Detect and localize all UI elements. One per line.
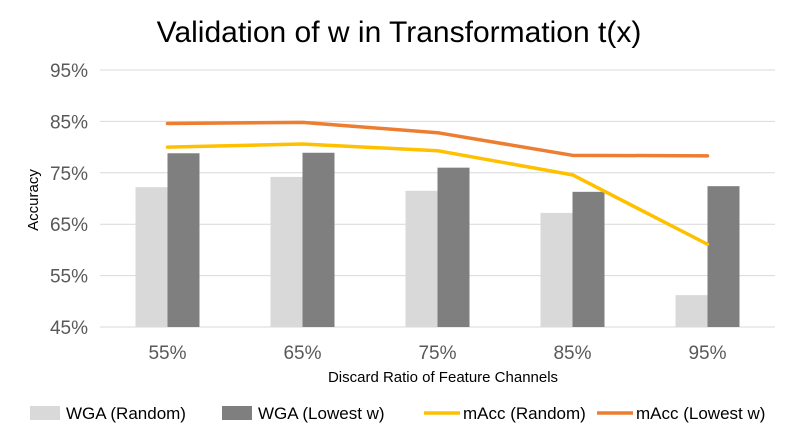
bars [135, 152, 740, 327]
bar-wga-lowest-w [707, 186, 740, 327]
legend-swatch [30, 406, 60, 420]
bar-wga-lowest-w [302, 152, 335, 327]
x-tick-label: 65% [283, 343, 321, 364]
legend-label: mAcc (Lowest w) [636, 404, 765, 423]
x-tick-label: 75% [418, 343, 456, 364]
bar-wga-random [270, 176, 303, 327]
y-axis-label: Accuracy [25, 169, 42, 231]
legend-item-macc-lowest-w: mAcc (Lowest w) [597, 404, 765, 423]
bar-wga-lowest-w [167, 153, 200, 327]
legend-label: WGA (Random) [66, 404, 186, 423]
legend: WGA (Random) WGA (Lowest w) mAcc (Random) m… [30, 404, 765, 423]
lines [165, 120, 710, 246]
bar-wga-random [675, 295, 708, 327]
chart-title: Validation of w in Transformation t(x) [157, 16, 642, 49]
y-tick-label: 65% [50, 215, 88, 236]
y-tick-label: 95% [50, 61, 88, 82]
legend-swatch [222, 406, 252, 420]
y-axis-ticks: 45% 55% 65% 75% 85% 95% [50, 61, 88, 339]
line-macc-lowest-w [165, 120, 710, 158]
bar-wga-random [540, 212, 573, 327]
x-tick-label: 85% [553, 343, 591, 364]
x-tick-label: 55% [148, 343, 186, 364]
legend-item-wga-random: WGA (Random) [30, 404, 186, 423]
y-tick-label: 55% [50, 267, 88, 288]
bar-wga-random [405, 190, 438, 327]
x-tick-label: 95% [688, 343, 726, 364]
legend-label: WGA (Lowest w) [258, 404, 385, 423]
line-macc-random [165, 142, 710, 246]
legend-label: mAcc (Random) [463, 404, 586, 423]
x-axis-label: Discard Ratio of Feature Channels [328, 369, 558, 386]
bar-wga-lowest-w [437, 167, 470, 327]
bar-wga-random [135, 187, 168, 327]
y-tick-label: 45% [50, 318, 88, 339]
y-tick-label: 85% [50, 112, 88, 133]
legend-item-wga-lowest-w: WGA (Lowest w) [222, 404, 385, 423]
legend-item-macc-random: mAcc (Random) [424, 404, 586, 423]
x-axis-ticks: 55% 65% 75% 85% 95% [148, 343, 726, 364]
y-tick-label: 75% [50, 164, 88, 185]
bar-wga-lowest-w [572, 191, 605, 327]
